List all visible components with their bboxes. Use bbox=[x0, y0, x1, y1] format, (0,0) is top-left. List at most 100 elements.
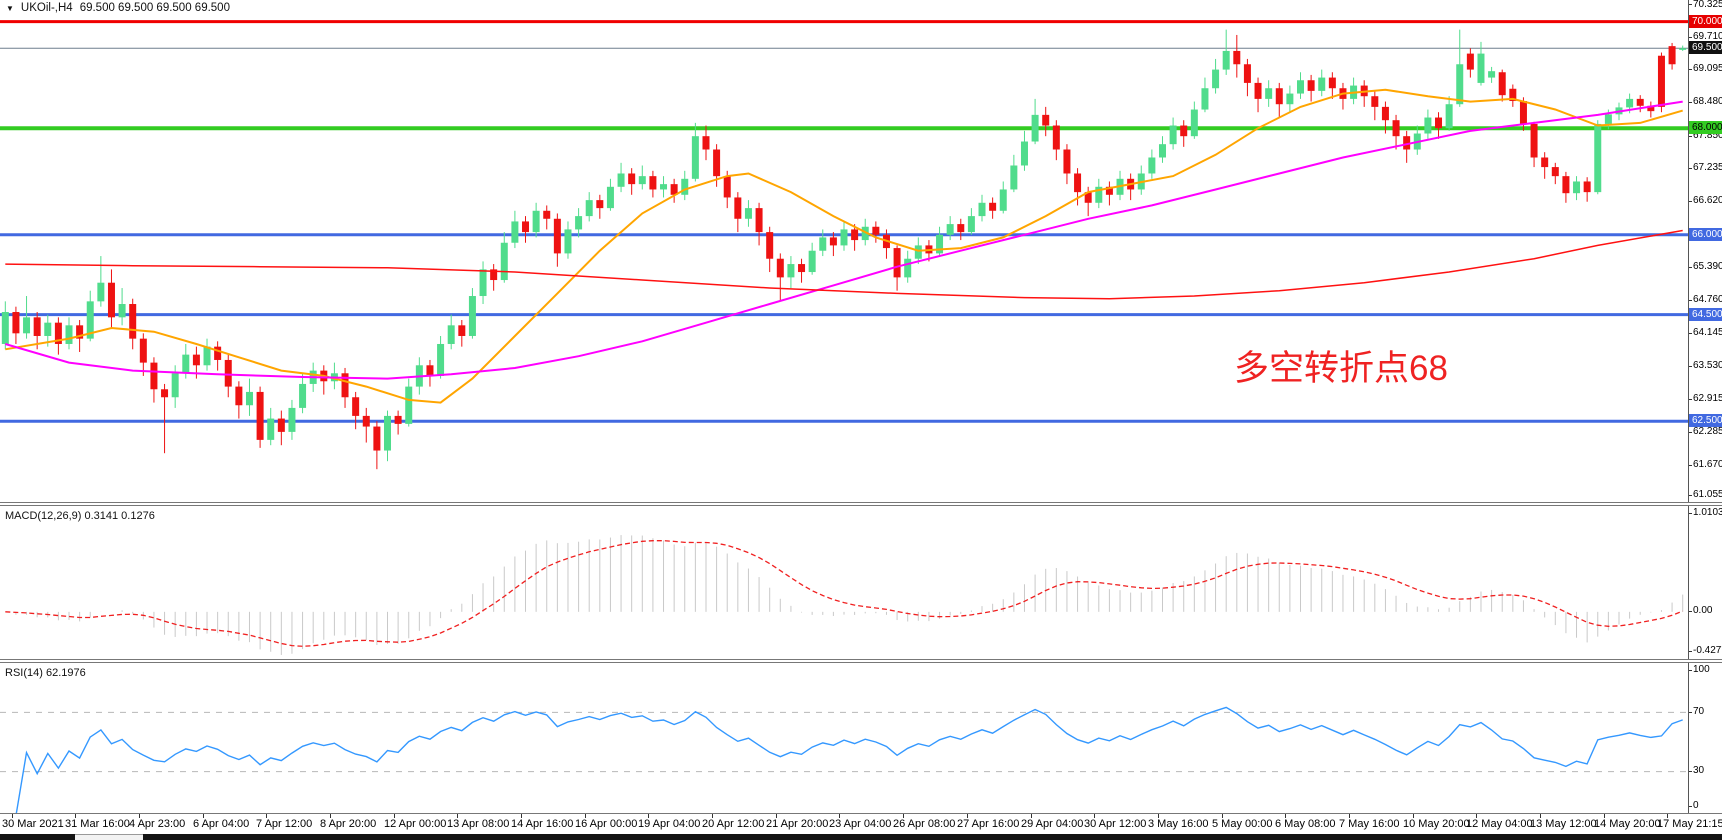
rsi-axis-30-tick bbox=[1689, 771, 1692, 772]
rsi-indicator-panel[interactable]: 100 70 30 0 RSI(14) 62.1976 bbox=[0, 663, 1722, 813]
candle-body bbox=[755, 208, 763, 233]
candle-body bbox=[500, 242, 508, 281]
candle-body bbox=[426, 365, 434, 376]
time-label: 17 May 21:15 bbox=[1657, 818, 1722, 830]
chart-annotation-text: 多空转折点68 bbox=[1234, 349, 1448, 388]
rsi-axis-0: 0 bbox=[1693, 800, 1699, 811]
candle-body bbox=[245, 391, 253, 406]
candle-body bbox=[405, 386, 413, 424]
candle-body bbox=[235, 386, 243, 406]
candle-body bbox=[1233, 50, 1241, 65]
macd-axis-max-tick bbox=[1689, 513, 1692, 514]
candle-body bbox=[1095, 186, 1103, 203]
rsi-axis-0-tick bbox=[1689, 806, 1692, 807]
price-tick-label-tick bbox=[1689, 136, 1692, 137]
time-label: 30 Apr 12:00 bbox=[1084, 818, 1147, 830]
candle-body bbox=[468, 296, 476, 336]
candle-body bbox=[1084, 192, 1092, 203]
time-tick bbox=[457, 814, 458, 818]
candle-body bbox=[585, 200, 593, 217]
rsi-line bbox=[15, 706, 1683, 813]
candle-body bbox=[352, 397, 360, 416]
time-tick bbox=[1285, 814, 1286, 818]
candle-body bbox=[1042, 114, 1050, 126]
time-label: 26 Apr 08:00 bbox=[893, 818, 956, 830]
horizontal-scrollbar[interactable] bbox=[0, 834, 1722, 840]
candle-body bbox=[33, 317, 41, 336]
candle-body bbox=[744, 208, 752, 219]
panel-divider[interactable] bbox=[0, 662, 1722, 663]
macd-axis-min: -0.4277 bbox=[1693, 645, 1722, 656]
candle-body bbox=[596, 200, 604, 209]
candle-body bbox=[670, 184, 678, 195]
ma-fast-orange bbox=[5, 88, 1683, 404]
price-tick-label: 68.480 bbox=[1693, 96, 1722, 107]
candle-body bbox=[1031, 114, 1039, 142]
macd-axis: 1.0103 0.00 -0.4277 bbox=[1688, 506, 1722, 659]
candle-body bbox=[575, 216, 583, 230]
candle-body bbox=[957, 224, 965, 233]
time-axis: 30 Mar 2021 31 Mar 16:00 4 Apr 23:00 6 Apr … bbox=[0, 813, 1722, 834]
candlestick-chart[interactable] bbox=[0, 0, 1688, 502]
time-tick bbox=[776, 814, 777, 818]
price-tick-label-tick bbox=[1689, 102, 1692, 103]
price-tick-label-tick bbox=[1689, 432, 1692, 433]
candle-body bbox=[1158, 144, 1166, 158]
candle-body bbox=[1212, 69, 1220, 89]
macd-chart[interactable] bbox=[0, 506, 1688, 659]
macd-signal-line bbox=[5, 540, 1683, 647]
panel-divider[interactable] bbox=[0, 505, 1722, 506]
macd-axis-min-tick bbox=[1689, 651, 1692, 652]
time-label: 21 Apr 20:00 bbox=[766, 818, 829, 830]
time-tick bbox=[12, 814, 13, 818]
price-chart-panel[interactable]: 70.325 69.710 69.095 68.480 67.850 67.235 66.6… bbox=[0, 0, 1722, 502]
candle-body bbox=[1647, 105, 1655, 112]
candle-body bbox=[1509, 88, 1517, 102]
symbol-dropdown-icon[interactable]: ▼ bbox=[6, 3, 14, 13]
candle-body bbox=[1466, 53, 1474, 70]
time-tick bbox=[266, 814, 267, 818]
candle-body bbox=[1573, 181, 1581, 194]
symbol-name: UKOil-,H4 bbox=[20, 2, 73, 14]
panel-divider[interactable] bbox=[0, 502, 1722, 503]
candle-body bbox=[479, 269, 487, 297]
candle-body bbox=[54, 322, 62, 344]
price-tick-label: 67.850 bbox=[1693, 130, 1722, 141]
candle-body bbox=[1020, 141, 1028, 166]
candle-body bbox=[1180, 125, 1188, 137]
candle-body bbox=[1063, 149, 1071, 174]
price-badge-69.500: 69.500 bbox=[1689, 41, 1722, 54]
time-label: 6 Apr 04:00 bbox=[193, 818, 250, 830]
candle-body bbox=[12, 312, 20, 334]
candle-body bbox=[1668, 46, 1676, 65]
candle-body bbox=[1201, 88, 1209, 110]
time-tick bbox=[585, 814, 586, 818]
candle-body bbox=[171, 373, 179, 398]
symbol-ohlc-values: 69.500 69.500 69.500 69.500 bbox=[79, 2, 230, 14]
price-tick-label-tick bbox=[1689, 465, 1692, 466]
macd-indicator-panel[interactable]: 1.0103 0.00 -0.4277 MACD(12,26,9) 0.3141 0… bbox=[0, 506, 1722, 659]
price-badge-64.500: 64.500 bbox=[1689, 308, 1722, 321]
time-label: 23 Apr 04:00 bbox=[829, 818, 892, 830]
time-tick bbox=[75, 814, 76, 818]
price-tick-label: 61.670 bbox=[1693, 459, 1722, 470]
candle-body bbox=[383, 415, 391, 451]
candle-body bbox=[1169, 125, 1177, 145]
candle-body bbox=[1488, 71, 1496, 78]
panel-divider[interactable] bbox=[0, 659, 1722, 660]
candle-body bbox=[808, 250, 816, 273]
price-tick-label: 70.325 bbox=[1693, 0, 1722, 10]
scrollbar-thumb[interactable] bbox=[75, 834, 143, 840]
time-tick bbox=[1094, 814, 1095, 818]
price-badge-70.000: 70.000 bbox=[1689, 15, 1722, 28]
candle-body bbox=[649, 176, 657, 190]
candle-body bbox=[1445, 104, 1453, 129]
time-label: 12 Apr 00:00 bbox=[384, 818, 447, 830]
candle-body bbox=[989, 202, 997, 211]
time-tick bbox=[903, 814, 904, 818]
rsi-chart[interactable] bbox=[0, 663, 1688, 813]
candle-body bbox=[267, 418, 275, 440]
candle-body bbox=[1403, 136, 1411, 150]
candle-body bbox=[1477, 53, 1485, 83]
price-badge-68.000: 68.000 bbox=[1689, 121, 1722, 134]
